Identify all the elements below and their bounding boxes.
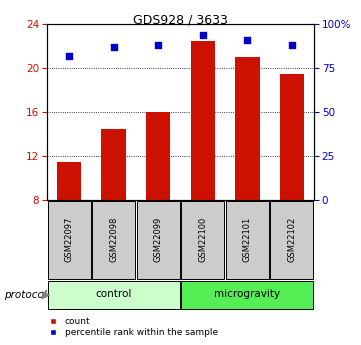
Text: GSM22100: GSM22100 [198,217,207,263]
Text: GSM22097: GSM22097 [65,217,74,263]
Point [111,44,117,50]
FancyBboxPatch shape [137,201,180,279]
Point [244,37,250,43]
Bar [146,112,170,200]
Text: protocol: protocol [4,290,46,300]
Legend: count, percentile rank within the sample: count, percentile rank within the sample [41,314,222,341]
Bar [235,57,260,200]
Text: GSM22098: GSM22098 [109,217,118,263]
Point [155,42,161,48]
Bar [191,41,215,200]
Text: GDS928 / 3633: GDS928 / 3633 [133,14,228,27]
Point [289,42,295,48]
Text: microgravity: microgravity [214,289,280,299]
FancyBboxPatch shape [48,201,91,279]
FancyBboxPatch shape [270,201,313,279]
Bar [101,129,126,200]
Text: GSM22102: GSM22102 [287,217,296,263]
FancyBboxPatch shape [226,201,269,279]
Bar [279,73,304,200]
FancyBboxPatch shape [181,201,224,279]
Bar [57,161,82,200]
Text: control: control [96,289,132,299]
FancyBboxPatch shape [181,281,313,309]
Text: ▶: ▶ [42,290,50,300]
Text: GSM22099: GSM22099 [154,217,163,263]
FancyBboxPatch shape [92,201,135,279]
Point [66,53,72,59]
FancyBboxPatch shape [48,281,180,309]
Point [200,32,206,38]
Text: GSM22101: GSM22101 [243,217,252,263]
